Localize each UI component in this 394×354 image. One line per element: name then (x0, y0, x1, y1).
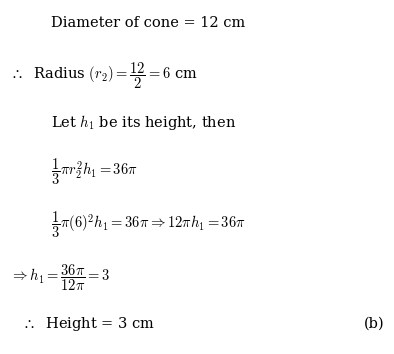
Text: $\therefore$  Radius $(r_2) = \dfrac{12}{2} = 6$ cm: $\therefore$ Radius $(r_2) = \dfrac{12}{… (10, 61, 197, 91)
Text: $\dfrac{1}{3}\pi r_2^{2} h_1 = 36\pi$: $\dfrac{1}{3}\pi r_2^{2} h_1 = 36\pi$ (51, 156, 138, 187)
Text: (b): (b) (364, 317, 384, 331)
Text: Diameter of cone = 12 cm: Diameter of cone = 12 cm (51, 16, 245, 30)
Text: $\therefore$  Height = 3 cm: $\therefore$ Height = 3 cm (22, 315, 155, 333)
Text: $\Rightarrow h_1 = \dfrac{36\pi}{12\pi} = 3$: $\Rightarrow h_1 = \dfrac{36\pi}{12\pi} … (10, 263, 110, 293)
Text: $\dfrac{1}{3}\pi (6)^2 h_1 = 36\pi \Rightarrow 12\pi h_1 = 36\pi$: $\dfrac{1}{3}\pi (6)^2 h_1 = 36\pi \Righ… (51, 210, 246, 240)
Text: Let $h_1$ be its height, then: Let $h_1$ be its height, then (51, 113, 236, 132)
